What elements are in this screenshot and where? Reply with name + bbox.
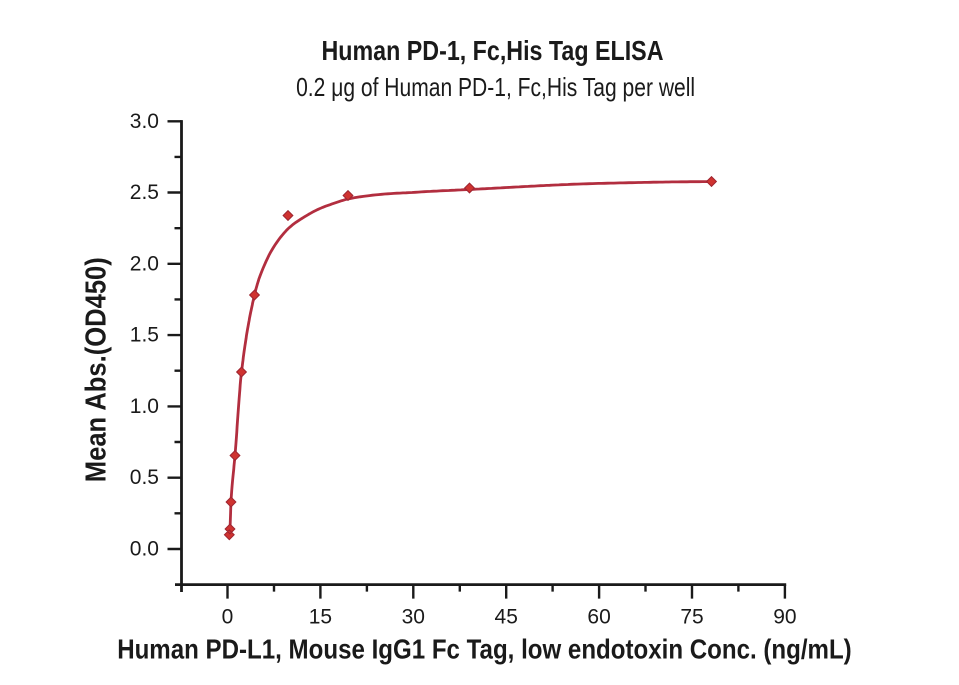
svg-text:0.5: 0.5 (130, 466, 159, 489)
svg-text:3.0: 3.0 (130, 110, 159, 133)
svg-text:1.0: 1.0 (130, 395, 159, 418)
svg-text:Mean Abs.(OD450): Mean Abs.(OD450) (81, 257, 113, 482)
svg-text:2.5: 2.5 (130, 181, 159, 204)
svg-text:75: 75 (680, 606, 703, 629)
svg-text:30: 30 (402, 606, 425, 629)
svg-text:1.5: 1.5 (130, 324, 159, 347)
svg-text:2.0: 2.0 (130, 252, 159, 275)
svg-text:0.2 μg of Human PD-1, Fc,His T: 0.2 μg of Human PD-1, Fc,His Tag per wel… (296, 72, 695, 102)
svg-text:90: 90 (773, 606, 796, 629)
svg-text:45: 45 (495, 606, 518, 629)
svg-text:60: 60 (587, 606, 610, 629)
svg-text:Human PD-1, Fc,His Tag ELISA: Human PD-1, Fc,His Tag ELISA (322, 35, 664, 66)
svg-text:0.0: 0.0 (130, 538, 159, 561)
svg-text:Human PD-L1, Mouse IgG1 Fc Tag: Human PD-L1, Mouse IgG1 Fc Tag, low endo… (117, 634, 852, 665)
svg-text:0: 0 (222, 606, 234, 629)
svg-text:15: 15 (309, 606, 332, 629)
